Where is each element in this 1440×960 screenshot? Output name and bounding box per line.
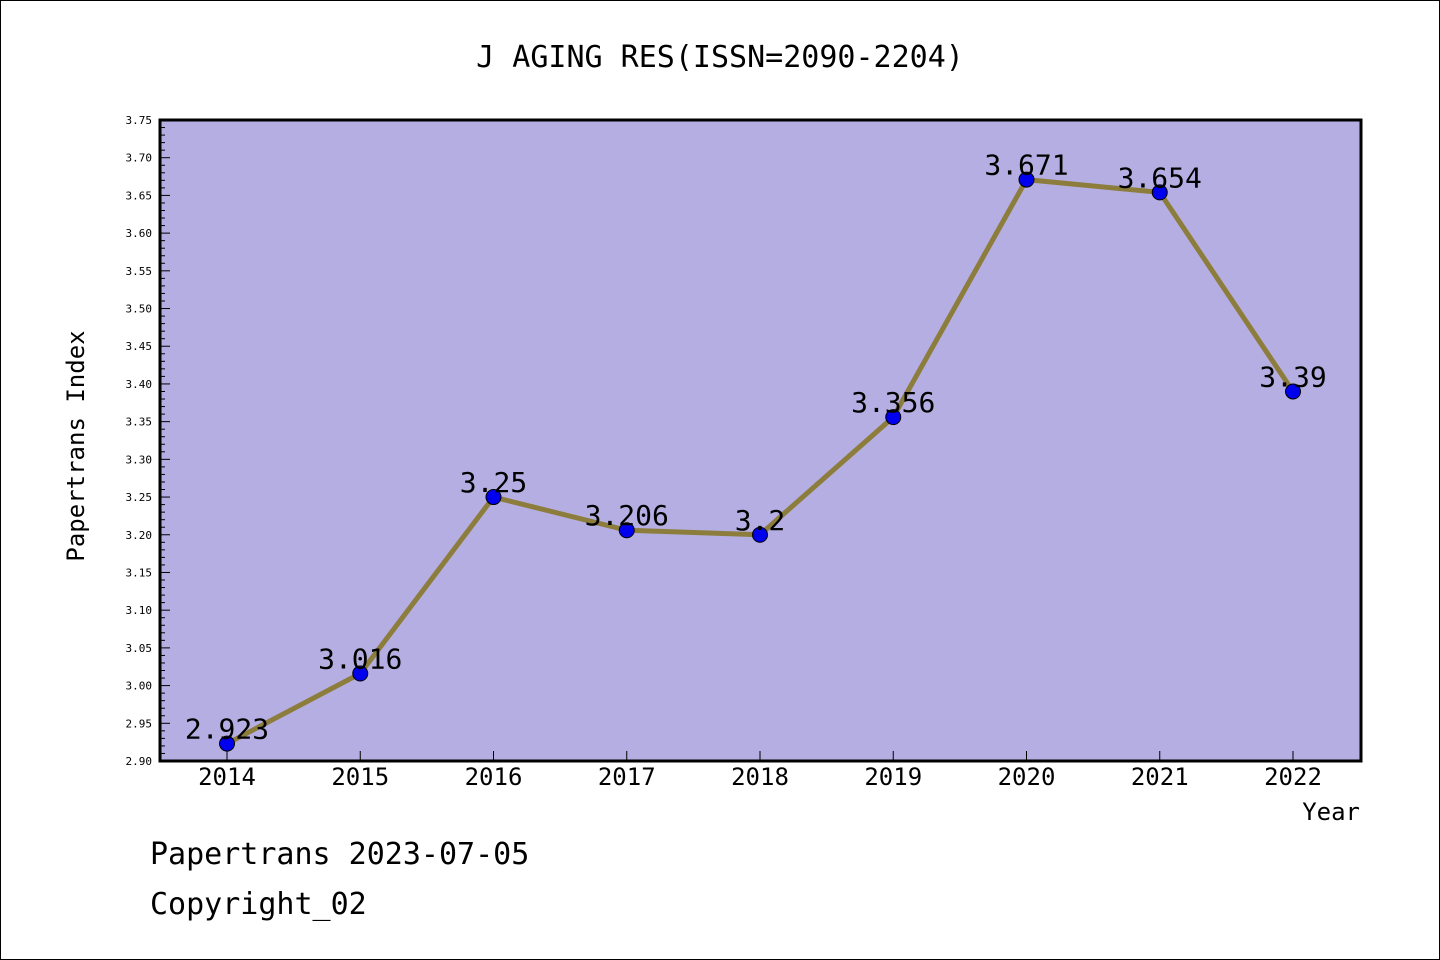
- data-point: [219, 735, 235, 752]
- data-label: 2.923: [185, 713, 269, 746]
- data-point: [752, 526, 768, 543]
- y-tick-label: 3.45: [126, 340, 153, 353]
- y-tick-label: 3.30: [126, 453, 153, 466]
- x-tick-label: 2020: [998, 763, 1056, 791]
- data-point: [485, 489, 502, 506]
- y-tick-label: 3.55: [126, 265, 153, 278]
- y-tick-label: 3.35: [126, 416, 153, 429]
- y-tick-label: 3.50: [126, 303, 153, 316]
- y-tick-label: 3.10: [126, 604, 153, 617]
- y-tick-label: 3.20: [126, 529, 153, 542]
- data-label: 3.356: [851, 386, 935, 419]
- y-tick-label: 2.95: [126, 717, 153, 730]
- y-tick-label: 3.65: [126, 189, 153, 202]
- data-point: [352, 665, 369, 682]
- y-tick-label: 3.15: [126, 566, 153, 579]
- x-tick-label: 2015: [331, 763, 389, 791]
- data-label: 3.25: [460, 466, 527, 499]
- data-label: 3.39: [1259, 360, 1326, 393]
- plot-area: [158, 118, 1363, 763]
- data-point: [1018, 171, 1035, 188]
- data-label: 3.016: [318, 643, 402, 676]
- x-tick-label: 2019: [864, 763, 922, 791]
- x-tick-label: 2018: [731, 763, 789, 791]
- x-axis: 2014 2015 2016 2017 2018 2019 2020 2021 2022: [198, 751, 1322, 791]
- data-point: [1151, 184, 1168, 201]
- data-point: [618, 522, 635, 539]
- data-point: [1285, 383, 1301, 400]
- data-label: 3.671: [984, 149, 1068, 182]
- data-label: 3.654: [1118, 161, 1202, 194]
- data-label: 3.206: [585, 499, 669, 532]
- y-tick-label: 3.05: [126, 642, 153, 655]
- x-axis-title: Year: [1302, 798, 1360, 826]
- y-tick-label: 3.75: [126, 114, 153, 127]
- y-tick-label: 2.90: [126, 755, 153, 768]
- y-tick-label: 3.70: [126, 152, 153, 165]
- chart-title: J AGING RES(ISSN=2090-2204): [476, 40, 964, 75]
- y-axis-title: Papertrans Index: [62, 330, 90, 561]
- y-tick-label: 3.25: [126, 491, 153, 504]
- y-tick-label: 3.40: [126, 378, 153, 391]
- x-tick-label: 2014: [198, 763, 256, 791]
- series-line-group: 2.923 3.016 3.25 3.206 3.2 3.356 3.671 3.654 3.3…: [185, 149, 1327, 752]
- y-tick-label: 3.00: [126, 680, 153, 693]
- y-tick-label: 3.60: [126, 227, 153, 240]
- x-tick-label: 2022: [1264, 763, 1322, 791]
- x-tick-label: 2017: [598, 763, 656, 791]
- y-axis: 2.90 2.95 3.00 3.05 3.10 3.15 3.20 3.25 3.30 3.35…: [126, 114, 170, 768]
- footer-copyright: Copyright_02: [150, 887, 367, 922]
- x-tick-label: 2016: [465, 763, 523, 791]
- data-point: [885, 409, 902, 426]
- footer-date: Papertrans 2023-07-05: [150, 837, 529, 872]
- x-tick-label: 2021: [1131, 763, 1189, 791]
- data-label: 3.2: [735, 504, 786, 537]
